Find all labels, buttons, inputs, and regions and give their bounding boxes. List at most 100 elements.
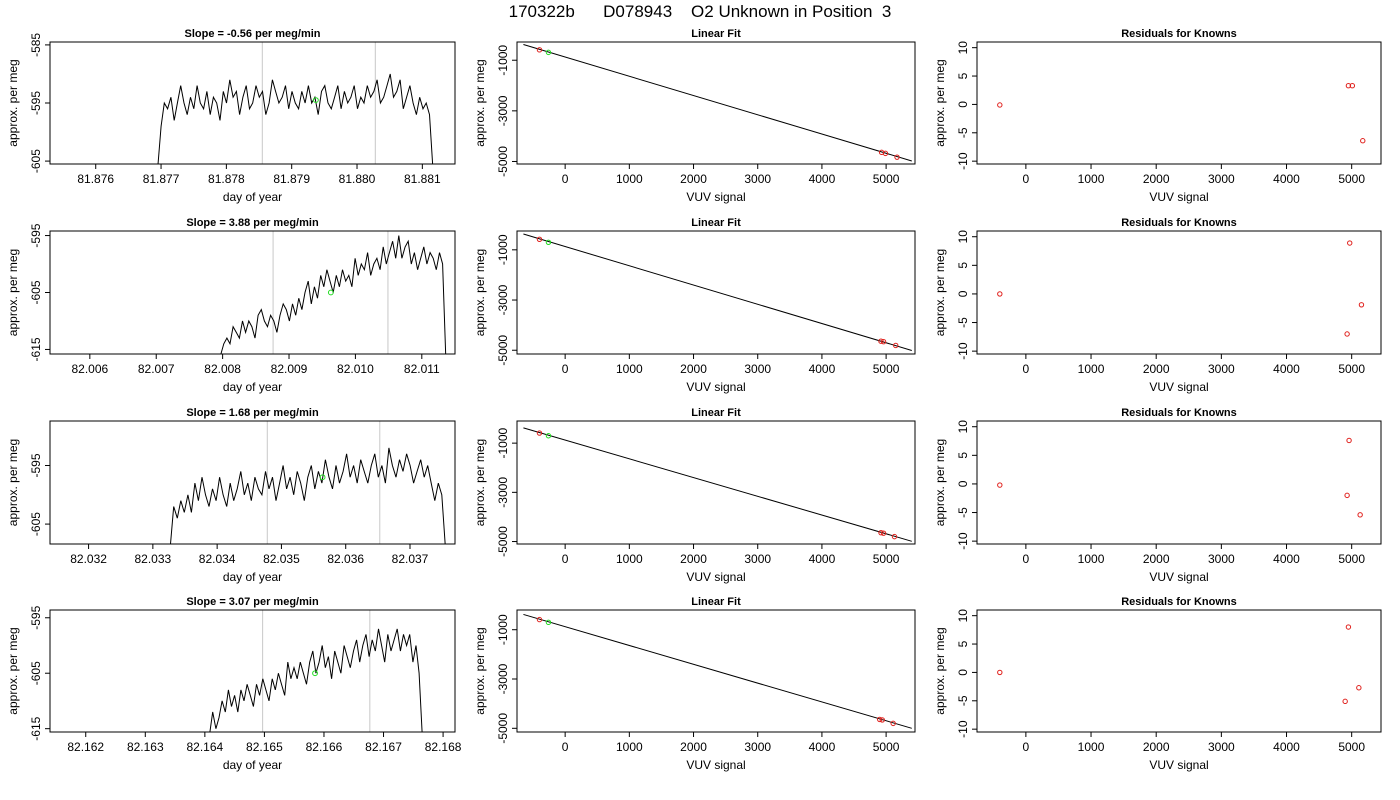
y-axis-label: approx. per meg (6, 59, 20, 146)
known-point (890, 720, 896, 727)
x-axis-label: VUV signal (1149, 758, 1208, 772)
y-tick-label: -595 (29, 91, 43, 115)
plot-area (169, 421, 446, 544)
x-tick-label: 82.163 (127, 740, 164, 754)
y-tick-label: 10 (956, 230, 970, 244)
x-tick-label: 4000 (809, 552, 836, 566)
known-point (891, 533, 898, 540)
y-tick-label: 10 (956, 41, 970, 55)
plot-frame (516, 609, 916, 733)
x-tick-label: 1000 (616, 362, 643, 376)
x-tick-label: 2000 (680, 552, 707, 566)
x-tick-label: 4000 (1273, 552, 1300, 566)
y-axis-label: approx. per meg (933, 439, 947, 526)
fit-line (523, 427, 912, 542)
known-point (1357, 512, 1363, 518)
known-point (1358, 302, 1365, 308)
chart-panel-9: Residuals for Knowns 0 1000 2000 3000 4000 500… (933, 407, 1382, 584)
plot-frame (516, 230, 916, 355)
y-tick-label: -605 (29, 661, 43, 685)
x-axis-label: VUV signal (686, 380, 745, 394)
x-tick-label: 81.876 (77, 172, 114, 186)
plot-frame (49, 609, 456, 733)
plot-area (997, 437, 1363, 518)
x-tick-label: 3000 (744, 740, 771, 754)
chart-panel-3: Residuals for Knowns 0 1000 2000 3000 4000 500… (933, 28, 1382, 204)
figure-title: 170322b D078943 O2 Unknown in Position 3 (508, 2, 892, 21)
chart-panel-4: Slope = 3.88 per meg/min 82.006 82.007 82.0… (6, 217, 456, 394)
y-tick-label: -615 (29, 337, 43, 361)
y-tick-label: 0 (956, 669, 970, 676)
known-point (893, 342, 899, 349)
x-tick-label: 4000 (809, 362, 836, 376)
y-tick-label: -5 (956, 317, 970, 328)
y-tick-label: -5 (956, 695, 970, 706)
y-axis-label: approx. per meg (6, 249, 20, 336)
y-tick-label: 5 (956, 452, 970, 459)
plot-area (997, 240, 1365, 337)
chart-panel-7: Slope = 1.68 per meg/min 82.032 82.033 82.0… (6, 407, 456, 584)
x-tick-label: 5000 (1338, 172, 1365, 186)
unknown-point (545, 433, 552, 439)
chart-title: Residuals for Knowns (1121, 217, 1237, 229)
x-tick-label: 1000 (1078, 552, 1105, 566)
y-tick-label: -595 (29, 453, 43, 477)
known-point (878, 529, 884, 536)
y-tick-label: -5 (956, 507, 970, 518)
mean-marker (319, 474, 326, 481)
x-tick-label: 0 (1023, 552, 1030, 566)
y-tick-label: -605 (29, 149, 43, 173)
x-tick-label: 0 (1023, 362, 1030, 376)
known-point (1360, 138, 1366, 144)
known-point (894, 154, 900, 160)
x-tick-label: 5000 (1338, 362, 1365, 376)
x-tick-label: 2000 (1143, 172, 1170, 186)
mean-marker (312, 97, 319, 103)
x-tick-label: 1000 (616, 172, 643, 186)
plot-frame (976, 230, 1382, 355)
plot-area (523, 427, 912, 542)
x-axis-label: day of year (223, 380, 282, 394)
y-tick-label: 5 (956, 640, 970, 647)
y-tick-label: -585 (29, 33, 43, 57)
y-tick-label: -1000 (496, 234, 510, 265)
x-tick-label: 3000 (1208, 740, 1235, 754)
x-tick-label: 81.878 (208, 172, 245, 186)
plot-area (523, 44, 912, 162)
y-axis-label: approx. per meg (473, 439, 487, 526)
x-tick-label: 82.033 (135, 552, 172, 566)
y-axis-label: approx. per meg (6, 439, 20, 526)
x-tick-label: 82.035 (263, 552, 300, 566)
x-tick-label: 1000 (1078, 172, 1105, 186)
x-tick-label: 82.034 (199, 552, 236, 566)
x-tick-label: 2000 (680, 172, 707, 186)
x-tick-label: 0 (1023, 172, 1030, 186)
y-axis-label: approx. per meg (933, 249, 947, 336)
x-axis-label: VUV signal (1149, 190, 1208, 204)
x-tick-label: 4000 (1273, 172, 1300, 186)
x-tick-label: 82.032 (70, 552, 107, 566)
chart-title: Slope = 3.88 per meg/min (186, 217, 319, 229)
known-point (880, 339, 887, 345)
x-tick-label: 82.009 (271, 362, 308, 376)
known-point (878, 338, 884, 344)
y-axis-label: approx. per meg (473, 249, 487, 336)
y-axis-label: approx. per meg (933, 627, 947, 714)
timeseries-line (157, 73, 434, 164)
chart-panel-12: Residuals for Knowns 0 1000 2000 3000 4000 500… (933, 596, 1382, 772)
y-tick-label: -1000 (496, 614, 510, 645)
chart-panel-1: Slope = -0.56 per meg/min 81.876 81.877 81.… (6, 28, 456, 204)
x-tick-label: 0 (562, 740, 569, 754)
plot-frame (976, 609, 1382, 733)
y-tick-label: -10 (956, 532, 970, 550)
y-tick-label: -1000 (496, 427, 510, 458)
x-tick-label: 81.880 (339, 172, 376, 186)
x-tick-label: 4000 (1273, 362, 1300, 376)
chart-panel-11: Linear Fit 0 1000 2000 3000 4000 5000 -1000 -300… (473, 596, 916, 772)
chart-title: Slope = -0.56 per meg/min (184, 28, 320, 40)
y-tick-label: -5000 (496, 713, 510, 744)
x-tick-label: 82.162 (67, 740, 104, 754)
x-tick-label: 1000 (616, 740, 643, 754)
plot-frame (976, 420, 1382, 545)
